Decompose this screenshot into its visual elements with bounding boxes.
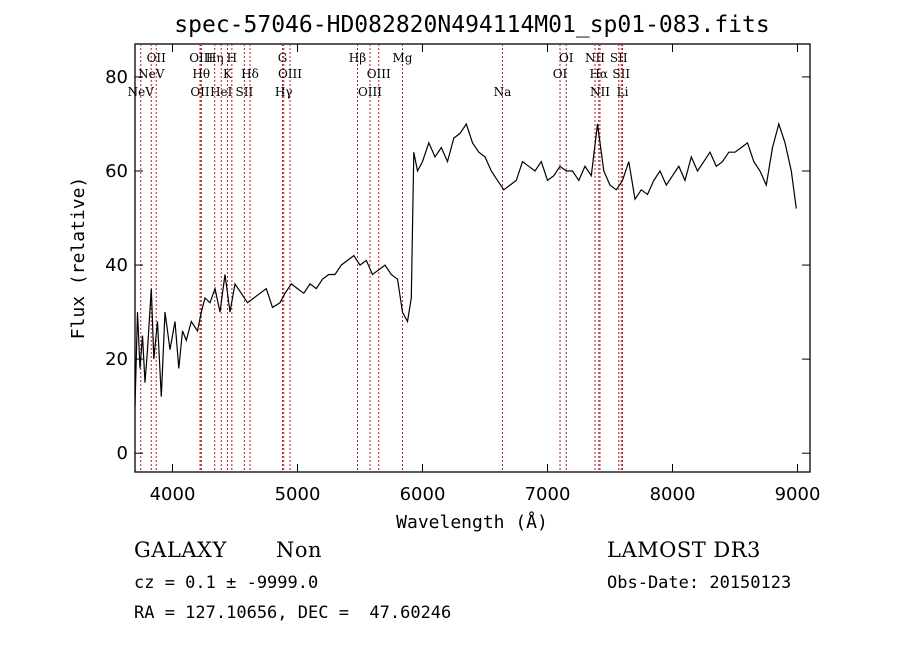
- line-label: OIII: [189, 51, 213, 65]
- chart-title: spec-57046-HD082820N494114M01_sp01-083.f…: [174, 12, 769, 38]
- line-label: Hγ: [275, 85, 293, 99]
- y-tick-label: 60: [105, 161, 128, 182]
- line-label: G: [278, 51, 288, 65]
- line-label: Li: [617, 85, 629, 99]
- line-label: SII: [236, 85, 254, 99]
- spectrum-series: [134, 121, 797, 407]
- observation-date: Obs-Date: 20150123: [607, 573, 792, 593]
- redshift-cz: cz = 0.1 ± -9999.0: [134, 573, 319, 593]
- x-axis: 4000 5000 6000 7000 8000 9000: [150, 44, 821, 505]
- x-tick-label: 7000: [525, 484, 571, 505]
- line-label: NII: [585, 51, 605, 65]
- y-tick-label: 0: [117, 443, 128, 464]
- y-tick-label: 20: [105, 349, 128, 370]
- line-label: Na: [494, 85, 512, 99]
- object-class: GALAXY: [134, 538, 227, 562]
- y-tick-label: 40: [105, 255, 128, 276]
- emission-line-markers: NeVNeVOIIOIIHθOIIIHηHeIKHSIIHδGHγOIIIHβO…: [128, 44, 630, 472]
- y-axis-label: Flux (relative): [68, 177, 89, 340]
- line-label: NeV: [128, 85, 155, 99]
- line-label: SII: [610, 51, 628, 65]
- line-label: Hα: [589, 67, 608, 81]
- line-label: OII: [190, 85, 210, 99]
- line-label: Hδ: [241, 67, 259, 81]
- plot-frame: [134, 43, 811, 473]
- line-label: Mg: [393, 51, 413, 65]
- line-label: Hβ: [349, 51, 366, 65]
- line-label: Hη: [206, 51, 224, 65]
- spectrum-line: [134, 121, 797, 407]
- x-tick-label: 5000: [275, 484, 321, 505]
- x-tick-label: 8000: [650, 484, 696, 505]
- line-label: OI: [559, 51, 574, 65]
- line-label: OI: [553, 67, 568, 81]
- line-label: NeV: [138, 67, 165, 81]
- y-axis: 0 20 40 60 80: [105, 67, 810, 464]
- survey-name: LAMOST DR3: [607, 538, 761, 562]
- line-label: OIII: [358, 85, 382, 99]
- line-label: K: [223, 67, 233, 81]
- line-label: H: [227, 51, 237, 65]
- coordinates: RA = 127.10656, DEC = 47.60246: [134, 603, 452, 623]
- line-label: SII: [612, 67, 630, 81]
- line-label: NII: [590, 85, 610, 99]
- x-tick-label: 6000: [400, 484, 446, 505]
- x-axis-label: Wavelength (Å): [396, 511, 548, 533]
- line-label: OIII: [367, 67, 391, 81]
- x-tick-label: 4000: [150, 484, 196, 505]
- object-subclass: Non: [276, 538, 323, 562]
- y-tick-label: 80: [105, 67, 128, 88]
- x-tick-label: 9000: [775, 484, 821, 505]
- line-label: OIII: [278, 67, 302, 81]
- line-label: HeI: [210, 85, 233, 99]
- line-label: OII: [147, 51, 167, 65]
